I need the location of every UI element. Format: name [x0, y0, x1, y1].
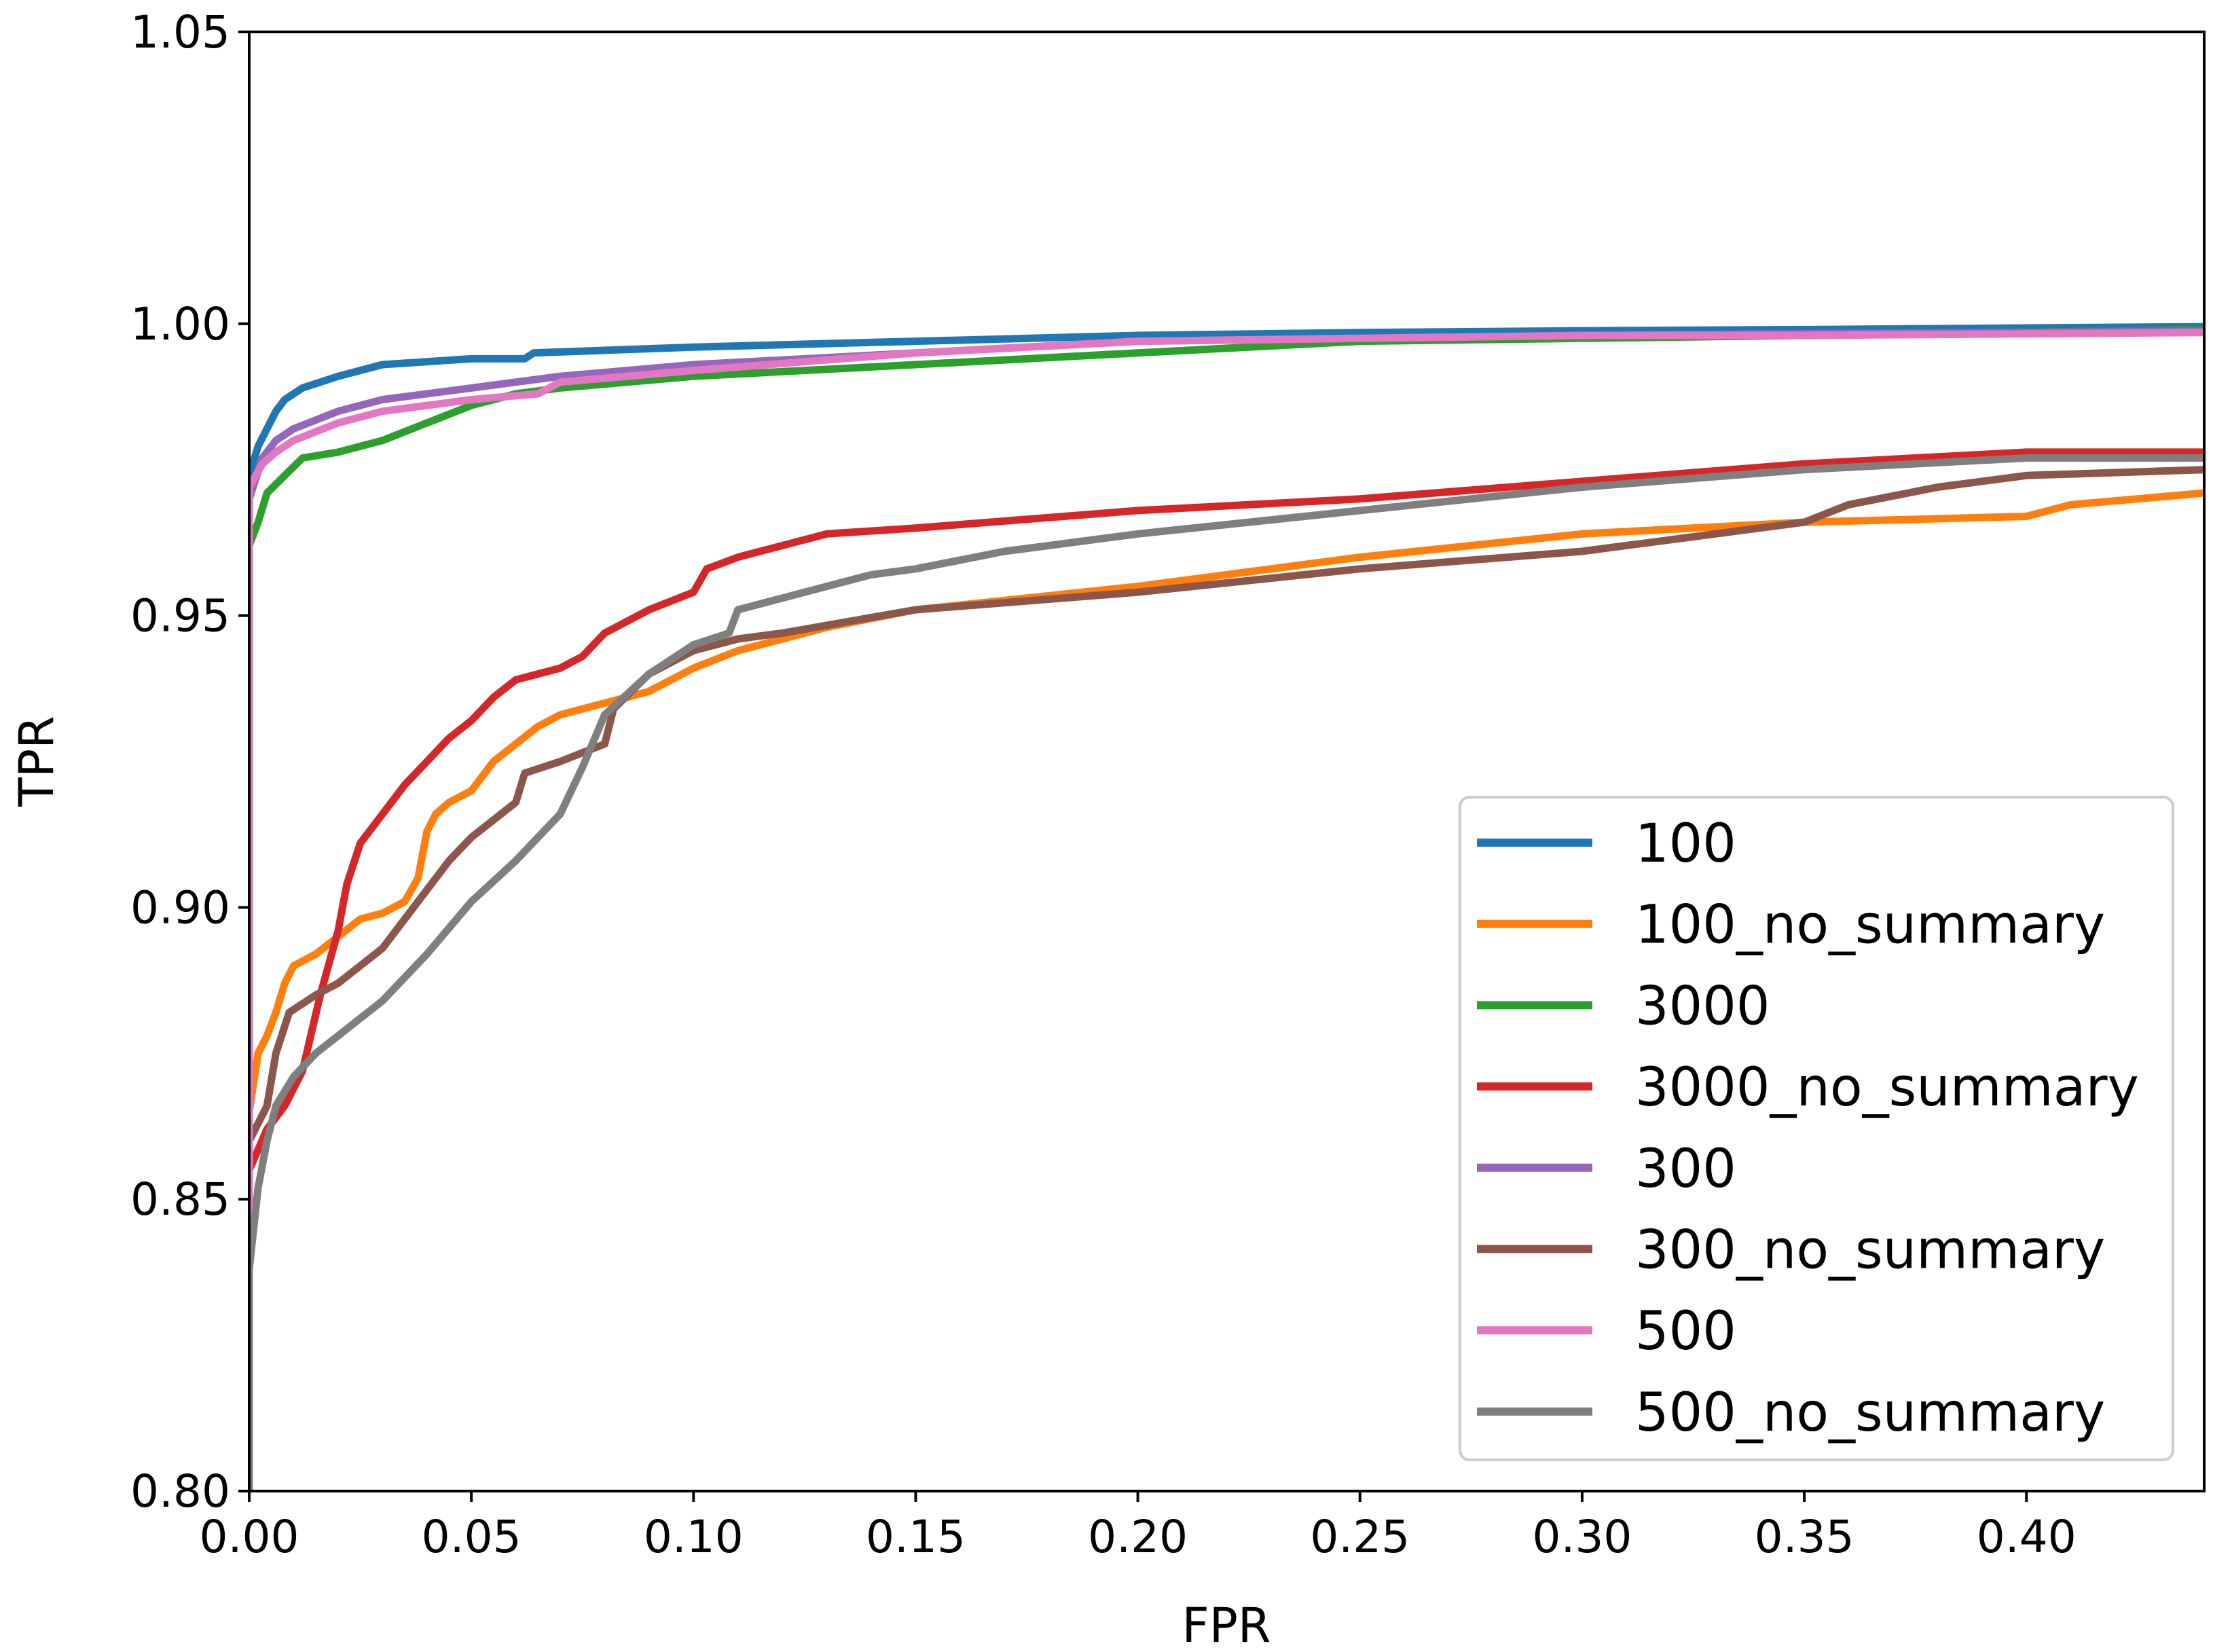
legend-label-300-no-summary: 300_no_summary [1635, 1220, 2105, 1281]
x-tick-label: 0.20 [1088, 1511, 1188, 1563]
legend-label-100: 100 [1635, 813, 1736, 875]
legend-label-3000-no-summary: 3000_no_summary [1635, 1057, 2139, 1118]
series-line-100-no-summary [249, 489, 2204, 1491]
x-tick-label: 0.15 [866, 1511, 966, 1563]
x-tick-label: 0.25 [1310, 1511, 1410, 1563]
series-line-500-no-summary [249, 454, 2204, 1491]
x-tick-label: 0.05 [422, 1511, 522, 1563]
x-tick-label: 0.10 [644, 1511, 744, 1563]
series-line-3000-no-summary [249, 448, 2204, 1491]
legend: 100 100_no_summary 3000 3000_no_summary 300 3… [1459, 796, 2174, 1461]
series-layer [249, 323, 2204, 1491]
x-axis-ticks: 0.00 0.05 0.10 0.15 0.20 0.25 0.30 0.35 0.40 [200, 1491, 2077, 1563]
plot-frame [248, 31, 2206, 1492]
x-axis-label: FPR [1182, 1598, 1270, 1652]
series-line-300-no-summary [249, 466, 2204, 1491]
x-tick-label: 0.40 [1977, 1511, 2077, 1563]
legend-label-500: 500 [1635, 1301, 1736, 1362]
x-tick-label: 0.35 [1755, 1511, 1854, 1563]
x-tick-label: 0.30 [1532, 1511, 1632, 1563]
legend-items: 100 100_no_summary 3000 3000_no_summary 300 3… [1477, 813, 2139, 1444]
legend-box [1459, 796, 2174, 1461]
y-tick-label: 1.00 [130, 298, 230, 350]
y-axis-ticks: 0.80 0.85 0.90 0.95 1.00 1.05 [130, 6, 249, 1518]
series-line-100 [249, 323, 2204, 1491]
legend-label-500-no-summary: 500_no_summary [1635, 1382, 2105, 1444]
y-tick-label: 0.95 [130, 590, 230, 642]
legend-label-3000: 3000 [1635, 976, 1770, 1037]
y-tick-label: 1.05 [130, 6, 230, 58]
legend-label-100-no-summary: 100_no_summary [1635, 895, 2105, 956]
y-tick-label: 0.90 [130, 881, 230, 934]
y-tick-label: 0.80 [130, 1465, 230, 1518]
y-axis-label: TPR [9, 716, 65, 807]
x-tick-label: 0.00 [200, 1511, 299, 1563]
y-tick-label: 0.85 [130, 1173, 230, 1226]
legend-label-300: 300 [1635, 1139, 1736, 1200]
series-line-500 [249, 329, 2204, 1491]
